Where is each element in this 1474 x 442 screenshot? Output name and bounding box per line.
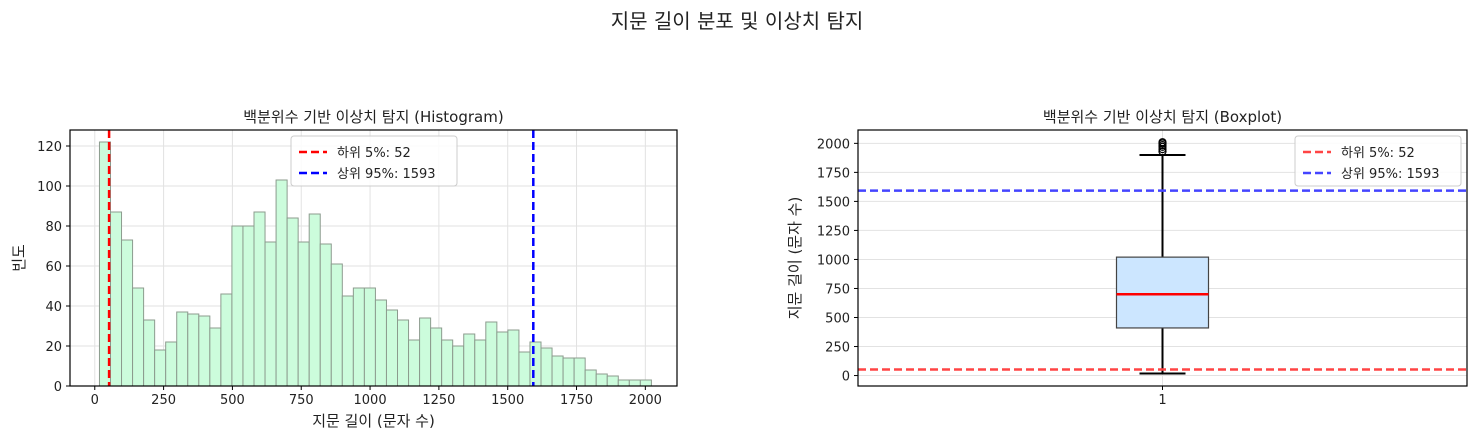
histogram-bar [286, 217, 299, 387]
histogram-bar [198, 315, 211, 387]
histogram-bar [419, 317, 432, 387]
histogram-bar [165, 341, 178, 387]
y-tick-label: 0 [54, 380, 62, 395]
y-tick-label: 1000 [817, 253, 850, 268]
y-tick-label: 1750 [817, 166, 850, 181]
histogram-bar [606, 375, 619, 387]
histogram-bar [441, 339, 454, 387]
y-tick-label: 60 [45, 260, 62, 275]
x-tick-label: 1500 [491, 393, 524, 408]
histogram-bar [507, 329, 520, 387]
boxplot-plot: 0 250 500 750 1000 1250 1500 1750 2000 1 백분위수 기반 이… [786, 108, 1468, 408]
boxplot-title: 백분위수 기반 이상치 탐지 (Boxplot) [1043, 108, 1282, 126]
histogram-bar [529, 341, 542, 387]
histogram-bar [617, 379, 630, 387]
y-tick-label: 500 [825, 312, 850, 327]
histogram-bar [319, 243, 332, 387]
histogram-bar [363, 287, 376, 387]
histogram-bar [374, 299, 387, 387]
histogram-bar [121, 239, 134, 387]
y-tick-label: 20 [45, 340, 62, 355]
y-tick-label: 40 [45, 300, 62, 315]
y-tick-label: 120 [37, 140, 62, 155]
histogram-bar [628, 379, 641, 387]
histogram-bar [132, 287, 145, 387]
histogram-bar [253, 211, 266, 387]
y-tick-label: 80 [45, 220, 62, 235]
x-tick-label: 1250 [422, 393, 455, 408]
histogram-bar [176, 311, 189, 387]
histogram-bar [341, 295, 354, 387]
histogram-bar [308, 213, 321, 387]
histogram-bar [639, 379, 652, 387]
histogram-bar [220, 293, 233, 387]
histogram-bar [540, 347, 553, 387]
y-tick-label: 1250 [817, 224, 850, 239]
histogram-bar [352, 287, 365, 387]
outlier-point [1158, 147, 1167, 156]
histogram-bar [474, 339, 487, 387]
histogram-bar [573, 357, 586, 387]
legend-label: 상위 95%: 1593 [1341, 167, 1440, 182]
histogram-bar [562, 357, 575, 387]
histogram-bar [154, 349, 167, 387]
histogram-bar [275, 179, 288, 387]
histogram-bar [109, 211, 123, 387]
histogram-bar [385, 309, 399, 387]
x-tick-label: 1750 [560, 393, 593, 408]
y-tick-label: 0 [842, 370, 850, 385]
histogram-bar [496, 331, 509, 387]
histogram-bar [264, 241, 277, 387]
legend: 하위 5%: 52 상위 95%: 1593 [1294, 135, 1462, 187]
x-tick-label: 250 [151, 393, 176, 408]
y-tick-label: 1500 [817, 195, 850, 210]
y-tick-label: 2000 [817, 137, 850, 152]
y-tick-label: 750 [825, 282, 850, 297]
histogram-bar [595, 373, 608, 387]
histogram-bar [518, 351, 531, 387]
x-tick-label: 0 [91, 393, 99, 408]
figure-title: 지문 길이 분포 및 이상치 탐지 [610, 9, 864, 33]
x-tick-label: 1 [1158, 393, 1166, 408]
y-tick-label: 250 [825, 341, 850, 356]
histogram-plot: 0 250 500 750 1000 1250 1500 1750 2000 0 20 40 60 80 1… [10, 108, 678, 430]
histogram-bar [430, 327, 443, 387]
y-axis-label: 빈도 [10, 244, 28, 272]
histogram-bar [330, 263, 343, 387]
legend-label: 하위 5%: 52 [1341, 146, 1415, 161]
histogram-title: 백분위수 기반 이상치 탐지 (Histogram) [243, 108, 503, 126]
y-tick-label: 100 [37, 180, 62, 195]
histogram-bar [408, 339, 421, 387]
histogram-bar [397, 319, 410, 387]
histogram-bar [231, 225, 244, 387]
outlier-point [1158, 138, 1167, 147]
x-tick-label: 500 [220, 393, 245, 408]
x-axis-label: 지문 길이 (문자 수) [312, 412, 435, 430]
legend-label: 하위 5%: 52 [337, 146, 411, 161]
histogram-bar [452, 345, 465, 387]
x-tick-label: 1000 [354, 393, 387, 408]
histogram-bar [463, 333, 476, 387]
histogram-bar [485, 321, 498, 387]
y-axis-label: 지문 길이 (문자 수) [786, 197, 804, 320]
histogram-bar [242, 225, 255, 387]
legend: 하위 5%: 52 상위 95%: 1593 [290, 135, 458, 187]
histogram-bar [584, 369, 597, 387]
x-tick-label: 2000 [629, 393, 662, 408]
histogram-bar [209, 327, 222, 387]
legend-label: 상위 95%: 1593 [337, 167, 436, 182]
x-tick-label: 750 [289, 393, 314, 408]
histogram-bar [551, 355, 564, 387]
iqr-box [1115, 256, 1210, 329]
histogram-bar [187, 313, 200, 387]
histogram-bar [143, 319, 156, 387]
histogram-bar [297, 241, 310, 387]
